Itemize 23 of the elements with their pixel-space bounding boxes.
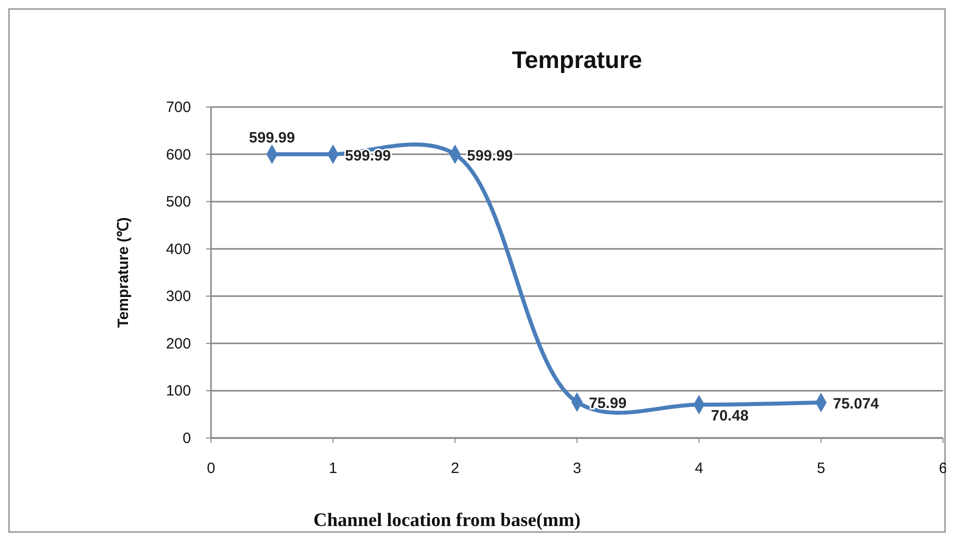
y-tick-label: 200 <box>166 335 191 352</box>
y-tick-label: 700 <box>166 99 191 116</box>
y-tick-label: 500 <box>166 194 191 211</box>
chart-title: Temprature <box>512 47 642 74</box>
x-axis-title: Channel location from base(mm) <box>313 510 581 531</box>
y-tick-label: 400 <box>166 240 191 258</box>
y-tick-label: 300 <box>166 288 191 306</box>
data-label: 599.99 <box>467 147 513 164</box>
y-tick-label: 0 <box>182 430 191 447</box>
data-label: 599.99 <box>345 147 391 164</box>
data-label: 70.48 <box>711 408 749 425</box>
y-axis-title: Temprature (℃) <box>115 217 132 328</box>
x-tick-label: 0 <box>206 460 216 477</box>
x-tick-label: 3 <box>572 460 582 477</box>
x-tick-label: 1 <box>328 460 338 477</box>
y-tick-label: 600 <box>166 146 191 164</box>
data-label: 599.99 <box>249 129 295 146</box>
x-tick-label: 2 <box>450 460 460 477</box>
x-tick-label: 5 <box>816 460 826 477</box>
y-tick-label: 100 <box>166 382 191 400</box>
x-tick-label: 4 <box>694 460 704 477</box>
data-label: 75.074 <box>833 396 880 412</box>
data-label: 75.99 <box>589 395 627 412</box>
